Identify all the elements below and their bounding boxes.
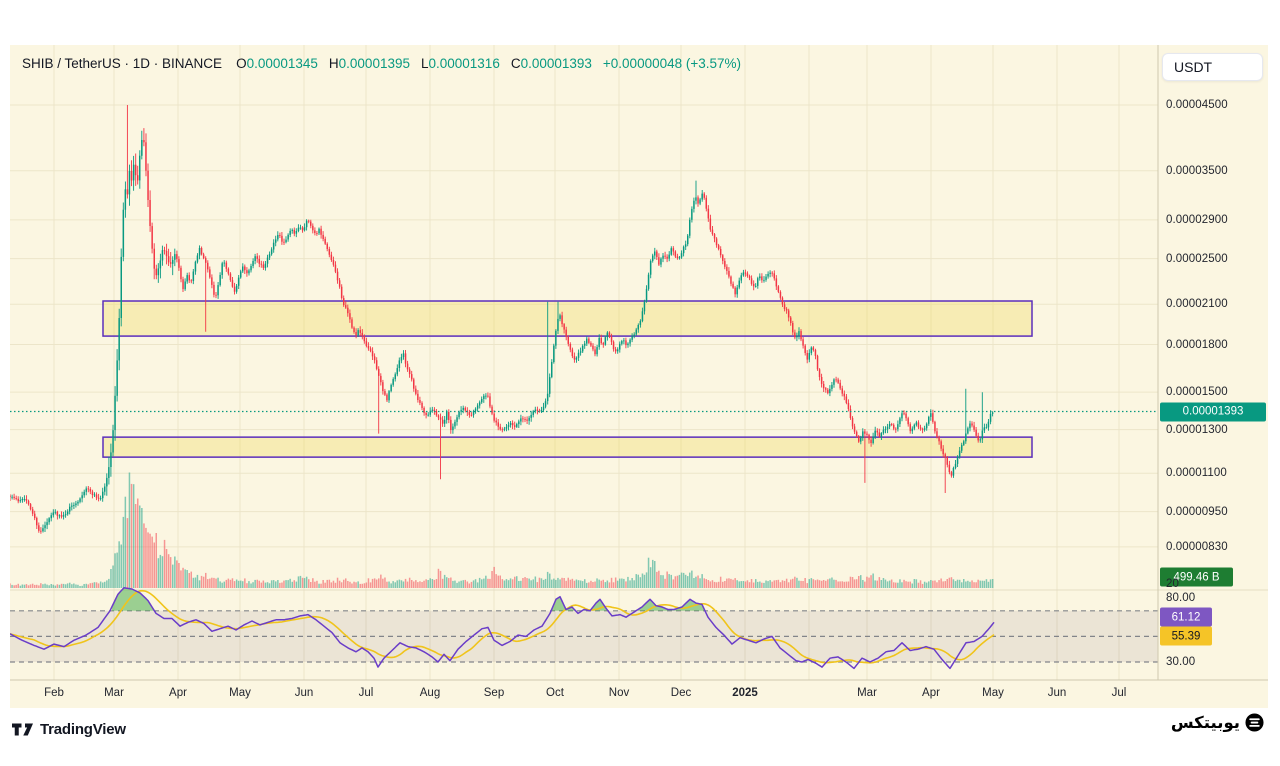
symbol-header: SHIB / TetherUS · 1D · BINANCE O0.000013… — [22, 56, 741, 71]
time-axis-label: Feb — [44, 687, 64, 699]
time-axis-label: May — [229, 687, 251, 699]
time-axis-label: Sep — [483, 687, 505, 699]
time-axis-label: Jun — [294, 687, 314, 699]
symbol-title[interactable]: SHIB / TetherUS · 1D · BINANCE — [22, 56, 223, 71]
tradingview-attribution[interactable]: TradingView — [12, 721, 126, 738]
time-axis-label: May — [982, 687, 1004, 699]
time-axis-label: Aug — [419, 687, 441, 699]
currency-toggle-button[interactable]: USDT — [1162, 53, 1263, 81]
close-label: C — [510, 56, 521, 71]
high-label: H — [328, 56, 339, 71]
chart-container[interactable]: SHIB / TetherUS · 1D · BINANCE O0.000013… — [10, 45, 1268, 708]
time-axis-label: Apr — [922, 687, 940, 699]
time-axis-label: Dec — [670, 687, 692, 699]
open-value: 0.00001345 — [246, 56, 318, 71]
time-axis-label: 2025 — [732, 687, 758, 699]
time-axis-label: Apr — [169, 687, 187, 699]
chart-canvas[interactable] — [10, 45, 1268, 708]
time-axis-label: Mar — [857, 687, 877, 699]
watermark-brand-icon — [1245, 713, 1264, 732]
open-label: O — [236, 56, 247, 71]
tradingview-logo-text: TradingView — [40, 721, 126, 738]
high-value: 0.00001395 — [338, 56, 410, 71]
watermark: يوبيتكس — [1171, 713, 1264, 732]
low-label: L — [420, 56, 429, 71]
time-axis-label: Jul — [1111, 687, 1127, 699]
time-axis-label: Nov — [608, 687, 630, 699]
low-value: 0.00001316 — [428, 56, 500, 71]
time-axis-label: Oct — [546, 687, 564, 699]
time-axis-label: Mar — [104, 687, 124, 699]
time-axis-label: Jun — [1047, 687, 1067, 699]
watermark-text: يوبيتكس — [1170, 713, 1240, 732]
tradingview-logo-icon — [12, 723, 33, 736]
change-value: +0.00000048 (+3.57%) — [602, 56, 742, 71]
close-value: 0.00001393 — [520, 56, 592, 71]
time-axis-label: Jul — [358, 687, 374, 699]
